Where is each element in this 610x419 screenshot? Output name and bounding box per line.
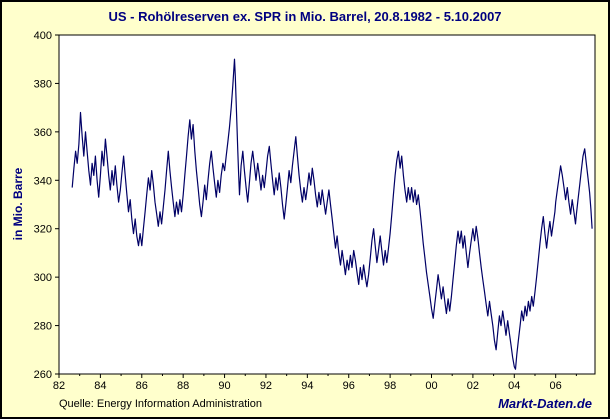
- svg-text:340: 340: [34, 175, 52, 187]
- svg-text:280: 280: [34, 321, 52, 333]
- svg-text:04: 04: [508, 380, 520, 392]
- svg-text:86: 86: [136, 380, 148, 392]
- svg-text:00: 00: [425, 380, 437, 392]
- svg-text:320: 320: [34, 224, 52, 236]
- svg-text:06: 06: [550, 380, 562, 392]
- svg-text:02: 02: [467, 380, 479, 392]
- svg-text:400: 400: [34, 30, 52, 42]
- svg-text:380: 380: [34, 78, 52, 90]
- brand-watermark: Markt-Daten.de: [498, 396, 592, 411]
- svg-text:300: 300: [34, 272, 52, 284]
- svg-text:94: 94: [301, 380, 313, 392]
- svg-text:260: 260: [34, 369, 52, 381]
- svg-text:98: 98: [384, 380, 396, 392]
- source-note: Quelle: Energy Information Administratio…: [59, 398, 262, 410]
- svg-text:84: 84: [94, 380, 106, 392]
- svg-text:82: 82: [53, 380, 65, 392]
- svg-text:92: 92: [260, 380, 272, 392]
- svg-text:360: 360: [34, 127, 52, 139]
- chart-title: US - Rohölreserven ex. SPR in Mio. Barre…: [108, 9, 502, 24]
- svg-text:96: 96: [343, 380, 355, 392]
- svg-text:88: 88: [177, 380, 189, 392]
- svg-text:90: 90: [218, 380, 230, 392]
